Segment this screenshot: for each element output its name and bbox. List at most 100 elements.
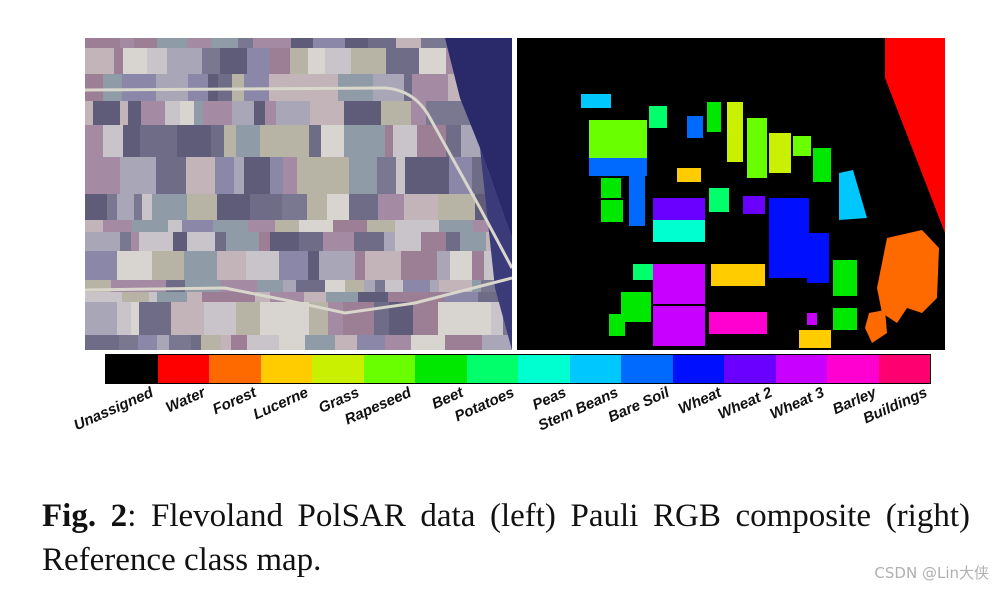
- field-patch: [188, 74, 208, 101]
- field-patch: [297, 157, 312, 194]
- field-patch: [167, 48, 202, 74]
- road: [85, 86, 512, 269]
- field-patch: [182, 220, 213, 232]
- field-patch: [413, 302, 438, 335]
- field-patch: [325, 48, 351, 74]
- field-patch: [357, 335, 385, 350]
- field-patch: [234, 157, 244, 194]
- legend-label-wheat-2: Wheat 2: [715, 384, 776, 423]
- field-patch: [85, 292, 122, 302]
- field-patch: [217, 194, 250, 220]
- field-patch: [257, 280, 283, 292]
- class-region-peas: [653, 220, 705, 242]
- field-patch: [270, 292, 304, 302]
- field-patch: [231, 335, 247, 350]
- field-patch: [131, 232, 139, 251]
- field-patch: [309, 125, 321, 157]
- field-patch: [85, 232, 120, 251]
- legend-labels: Unassigned Water Forest Lucerne Grass Rapesee…: [71, 384, 931, 474]
- field-patch: [333, 220, 367, 232]
- field-patch: [345, 38, 368, 48]
- field-patch: [365, 251, 401, 280]
- field-patch: [173, 232, 187, 251]
- reference-class-map: [517, 38, 945, 350]
- field-patch: [367, 125, 385, 157]
- field-patch: [446, 232, 460, 251]
- field-patch: [283, 157, 297, 194]
- field-patch: [396, 38, 421, 48]
- field-patch: [215, 157, 224, 194]
- field-patch: [305, 335, 335, 350]
- field-patch: [393, 125, 417, 157]
- pauli-rgb-image: [85, 38, 512, 350]
- field-patch: [187, 194, 217, 220]
- field-patch: [250, 194, 282, 220]
- field-patch: [312, 157, 349, 194]
- water-area: [445, 38, 512, 238]
- field-patch: [213, 220, 248, 232]
- field-patch: [299, 232, 323, 251]
- field-patch: [385, 125, 393, 157]
- field-patch: [139, 232, 173, 251]
- field-patch: [478, 292, 511, 302]
- field-patch: [149, 292, 157, 302]
- field-patch: [217, 251, 246, 280]
- field-patch: [254, 101, 265, 125]
- field-patch: [147, 48, 167, 74]
- field-patch: [307, 194, 327, 220]
- field-patch: [282, 38, 291, 48]
- field-patch: [191, 335, 201, 350]
- field-patch: [460, 232, 486, 251]
- field-patch: [234, 292, 255, 302]
- field-patch: [270, 232, 299, 251]
- field-patch: [139, 302, 171, 335]
- field-patch: [85, 38, 120, 48]
- field-patch: [419, 48, 446, 74]
- legend-swatch-unassigned: [106, 355, 158, 383]
- field-patch: [117, 251, 152, 280]
- field-patch: [445, 335, 482, 350]
- field-patch: [384, 232, 395, 251]
- field-patch: [438, 194, 475, 220]
- field-patch: [187, 292, 202, 302]
- field-patch: [375, 280, 385, 292]
- class-region-potatoes: [633, 264, 653, 280]
- legend-label-unassigned: Unassigned: [71, 384, 156, 435]
- field-patch: [226, 232, 234, 251]
- field-patch: [335, 335, 357, 350]
- legend-swatch-water: [157, 355, 209, 383]
- field-patch: [211, 125, 224, 157]
- field-patch: [238, 38, 253, 48]
- field-patch: [403, 280, 430, 292]
- figure-caption: Fig. 2: Flevoland PolSAR data (left) Pau…: [42, 494, 970, 582]
- class-region-wheat-2: [653, 198, 705, 220]
- legend-swatch-buildings: [878, 355, 930, 383]
- class-region-wheat: [769, 198, 809, 278]
- field-patch: [117, 302, 131, 335]
- field-patch: [345, 280, 364, 292]
- field-patch: [364, 280, 375, 292]
- class-region-rapeseed: [793, 136, 811, 156]
- field-patch: [296, 125, 309, 157]
- field-patch: [411, 335, 445, 350]
- field-patch: [244, 157, 270, 194]
- class-region-forest: [865, 310, 887, 343]
- field-patch: [128, 101, 141, 125]
- field-patch: [123, 125, 140, 157]
- field-patch: [211, 38, 238, 48]
- field-patch: [445, 292, 478, 302]
- field-patch: [276, 101, 310, 125]
- field-patch: [246, 251, 279, 280]
- field-patch: [103, 220, 132, 232]
- field-patch: [326, 292, 358, 302]
- field-patch: [260, 125, 296, 157]
- legend-swatch-beet: [415, 355, 467, 383]
- field-patch: [85, 101, 93, 125]
- field-patch: [134, 194, 142, 220]
- field-patch: [328, 302, 343, 335]
- field-patch: [308, 251, 319, 280]
- field-patch: [152, 251, 184, 280]
- field-patch: [325, 280, 345, 292]
- class-region-lucerne: [799, 330, 831, 348]
- field-patch: [141, 101, 165, 125]
